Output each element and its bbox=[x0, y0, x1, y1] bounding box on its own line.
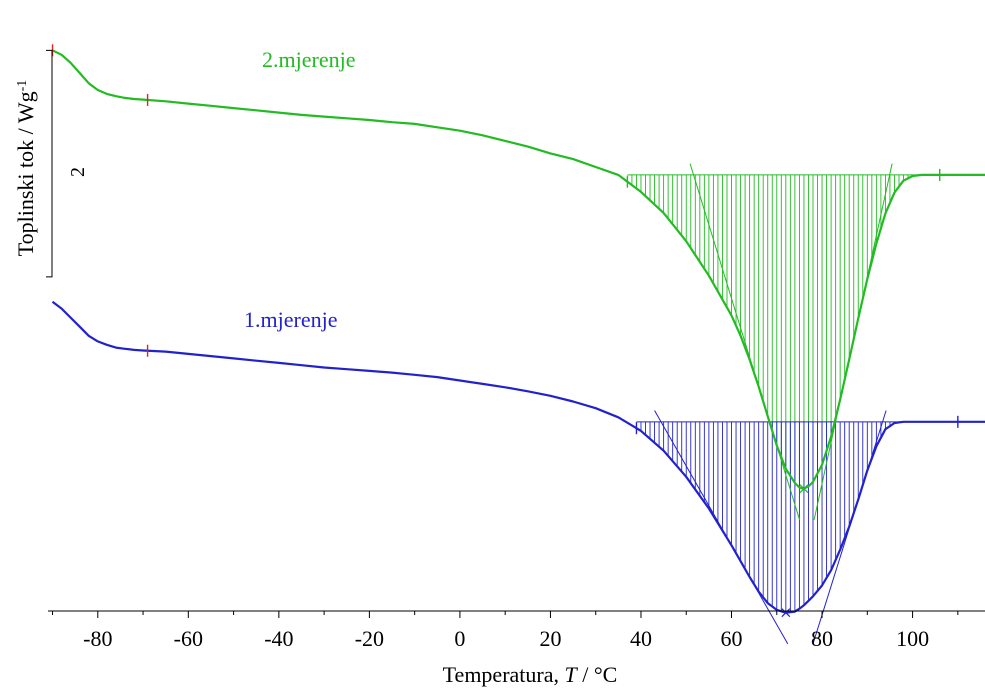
x-tick-label: 20 bbox=[539, 626, 561, 651]
x-tick-label: 40 bbox=[630, 626, 652, 651]
x-ticks: -80 -60 -40 -20 0 20 40 60 80 100 bbox=[53, 611, 958, 651]
x-tick-label: -40 bbox=[264, 626, 293, 651]
scale-bar-label: 2 bbox=[67, 167, 89, 177]
x-tick-label: 80 bbox=[811, 626, 833, 651]
y-axis-label-main: Toplinski tok / Wg bbox=[13, 91, 38, 256]
series-label: 1.mjerenje bbox=[244, 307, 337, 332]
y-axis-label: Toplinski tok / Wg-1 bbox=[13, 80, 38, 257]
x-tick-label: -60 bbox=[174, 626, 203, 651]
x-tick-label: -20 bbox=[355, 626, 384, 651]
scale-bar: 2 bbox=[46, 50, 89, 277]
peak-hatching bbox=[627, 175, 957, 613]
y-axis-label-superscript: -1 bbox=[15, 80, 30, 92]
scale-bar-bracket bbox=[46, 50, 52, 277]
x-axis-label-suffix: / °C bbox=[577, 662, 618, 687]
x-tick-label: -80 bbox=[83, 626, 112, 651]
series-labels: 2.mjerenje 1.mjerenje bbox=[244, 47, 355, 332]
tangent-lines bbox=[655, 164, 893, 644]
x-axis-label: Temperatura, T / °C bbox=[443, 662, 618, 687]
x-axis-label-prefix: Temperatura, bbox=[443, 662, 565, 687]
x-tick-label: 60 bbox=[721, 626, 743, 651]
x-tick-label: 0 bbox=[454, 626, 465, 651]
series-label: 2.mjerenje bbox=[262, 47, 355, 72]
x-tick-label: 100 bbox=[896, 626, 929, 651]
